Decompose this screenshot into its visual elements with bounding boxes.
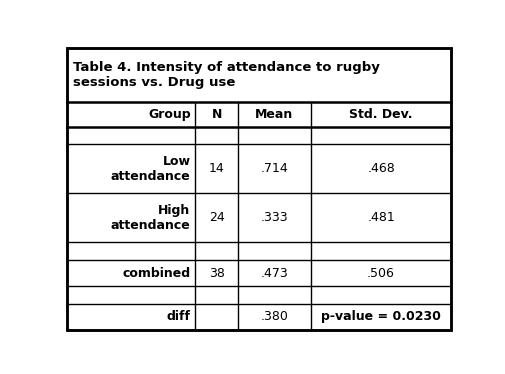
Text: Low
attendance: Low attendance — [111, 155, 190, 183]
Text: .481: .481 — [367, 211, 394, 224]
Text: p-value = 0.0230: p-value = 0.0230 — [321, 310, 440, 324]
Text: Std. Dev.: Std. Dev. — [348, 108, 412, 121]
Text: 38: 38 — [208, 267, 224, 279]
Text: diff: diff — [166, 310, 190, 324]
Text: Mean: Mean — [255, 108, 293, 121]
Text: High
attendance: High attendance — [111, 204, 190, 232]
Text: .473: .473 — [260, 267, 287, 279]
Text: .468: .468 — [367, 162, 394, 175]
Text: .333: .333 — [260, 211, 287, 224]
Text: combined: combined — [122, 267, 190, 279]
Text: Table 4. Intensity of attendance to rugby
sessions vs. Drug use: Table 4. Intensity of attendance to rugb… — [73, 61, 379, 89]
Text: N: N — [211, 108, 221, 121]
Text: .506: .506 — [366, 267, 394, 279]
Text: Group: Group — [147, 108, 190, 121]
Text: .714: .714 — [260, 162, 287, 175]
Text: 24: 24 — [209, 211, 224, 224]
Text: 14: 14 — [209, 162, 224, 175]
Text: .380: .380 — [260, 310, 288, 324]
